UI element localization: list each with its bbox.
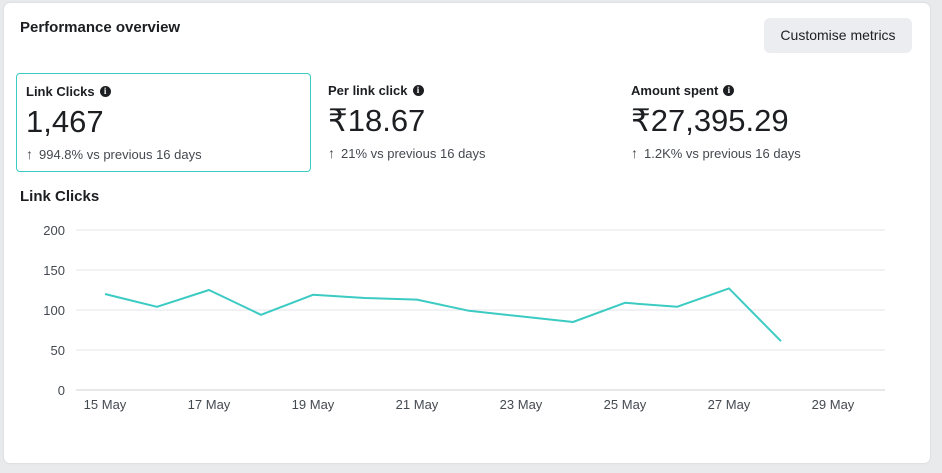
metric-value: ₹18.67 bbox=[328, 103, 426, 138]
series-line bbox=[104, 287, 782, 342]
metric-change-text: 1.2K% vs previous 16 days bbox=[644, 145, 801, 161]
metric-card-per-link-click[interactable]: Per link click i ₹18.67 ↑ 21% vs previou… bbox=[319, 73, 614, 172]
x-tick-label: 17 May bbox=[188, 397, 231, 412]
metric-change: ↑ 21% vs previous 16 days bbox=[328, 145, 614, 161]
metric-label-text: Link Clicks bbox=[26, 83, 95, 99]
info-icon[interactable]: i bbox=[99, 85, 111, 97]
performance-card: Performance overview Customise metrics L… bbox=[4, 3, 930, 463]
metric-label-text: Per link click bbox=[328, 82, 408, 98]
page-title: Performance overview bbox=[20, 19, 181, 36]
metric-value: 1,467 bbox=[26, 104, 104, 139]
x-tick-label: 25 May bbox=[604, 397, 647, 412]
metric-change: ↑ 994.8% vs previous 16 days bbox=[26, 146, 310, 162]
arrow-up-icon: ↑ bbox=[631, 145, 638, 161]
metric-card-link-clicks[interactable]: Link Clicks i 1,467 ↑ 994.8% vs previous… bbox=[16, 73, 311, 172]
x-tick-label: 15 May bbox=[84, 397, 127, 412]
x-tick-label: 27 May bbox=[708, 397, 751, 412]
y-tick-label: 150 bbox=[43, 263, 65, 278]
metric-change: ↑ 1.2K% vs previous 16 days bbox=[631, 145, 917, 161]
metric-label: Per link click i bbox=[328, 82, 614, 98]
info-icon[interactable]: i bbox=[723, 84, 735, 96]
info-icon[interactable]: i bbox=[412, 84, 424, 96]
y-tick-label: 0 bbox=[58, 383, 65, 398]
link-clicks-chart: 0 50 100 150 200 15 May 17 May 19 May 21 May 23 M… bbox=[43, 223, 885, 412]
metric-card-amount-spent[interactable]: Amount spent i ₹27,395.29 ↑ 1.2K% vs pre… bbox=[622, 73, 917, 172]
y-tick-label: 50 bbox=[51, 343, 65, 358]
x-tick-label: 19 May bbox=[292, 397, 335, 412]
x-tick-label: 29 May bbox=[812, 397, 855, 412]
metric-change-text: 21% vs previous 16 days bbox=[341, 145, 486, 161]
metric-change-text: 994.8% vs previous 16 days bbox=[39, 146, 202, 162]
metric-label: Amount spent i bbox=[631, 82, 917, 98]
metric-label-text: Amount spent bbox=[631, 82, 719, 98]
metric-label: Link Clicks i bbox=[26, 83, 310, 99]
x-tick-label: 23 May bbox=[500, 397, 543, 412]
y-tick-label: 100 bbox=[43, 303, 65, 318]
x-tick-label: 21 May bbox=[396, 397, 439, 412]
arrow-up-icon: ↑ bbox=[26, 146, 33, 162]
customise-metrics-button[interactable]: Customise metrics bbox=[764, 18, 912, 53]
metric-value: ₹27,395.29 bbox=[631, 103, 789, 138]
y-tick-label: 200 bbox=[43, 223, 65, 238]
chart-title: Link Clicks bbox=[20, 188, 100, 205]
arrow-up-icon: ↑ bbox=[328, 145, 335, 161]
